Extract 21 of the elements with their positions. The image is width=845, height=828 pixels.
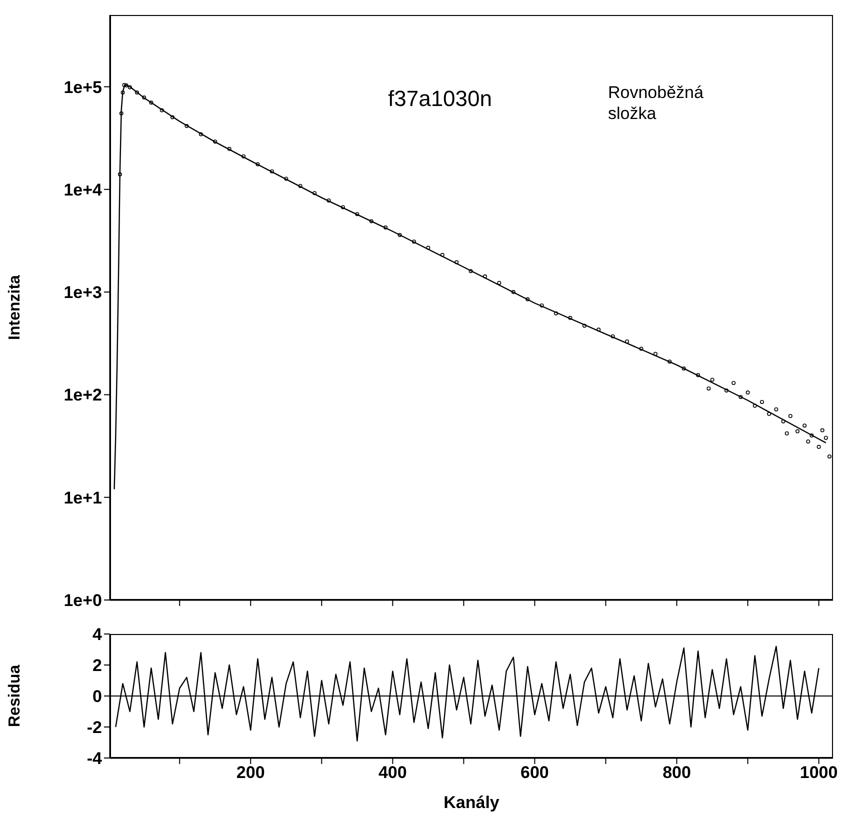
y-axis-title: Residua: [6, 664, 24, 728]
x-axis-title: Kanály: [444, 793, 500, 812]
x-tick-label: 400: [378, 763, 407, 782]
y-tick-label: 1e+3: [64, 283, 102, 302]
annotation: f37a1030n: [387, 85, 493, 112]
annotation: Rovnoběžná složka: [608, 82, 704, 124]
x-tick-label: 800: [662, 763, 691, 782]
y-tick-label: 2: [92, 656, 102, 676]
y-tick-label: 1e+0: [64, 591, 102, 610]
x-tick-label: 200: [236, 763, 265, 782]
y-tick-label: 1e+2: [64, 386, 102, 405]
y-tick-label: -2: [86, 718, 102, 738]
y-axis-title: Intenzita: [6, 274, 24, 340]
x-tick-label: 1000: [800, 763, 838, 782]
y-tick-label: 1e+5: [64, 78, 102, 97]
x-tick-label: 600: [520, 763, 549, 782]
y-tick-label: 1e+4: [64, 180, 103, 200]
y-tick-label: 4: [92, 625, 103, 644]
y-tick-label: -4: [86, 749, 103, 768]
y-tick-label: 0: [92, 687, 102, 706]
y-tick-label: 1e+1: [64, 488, 102, 508]
